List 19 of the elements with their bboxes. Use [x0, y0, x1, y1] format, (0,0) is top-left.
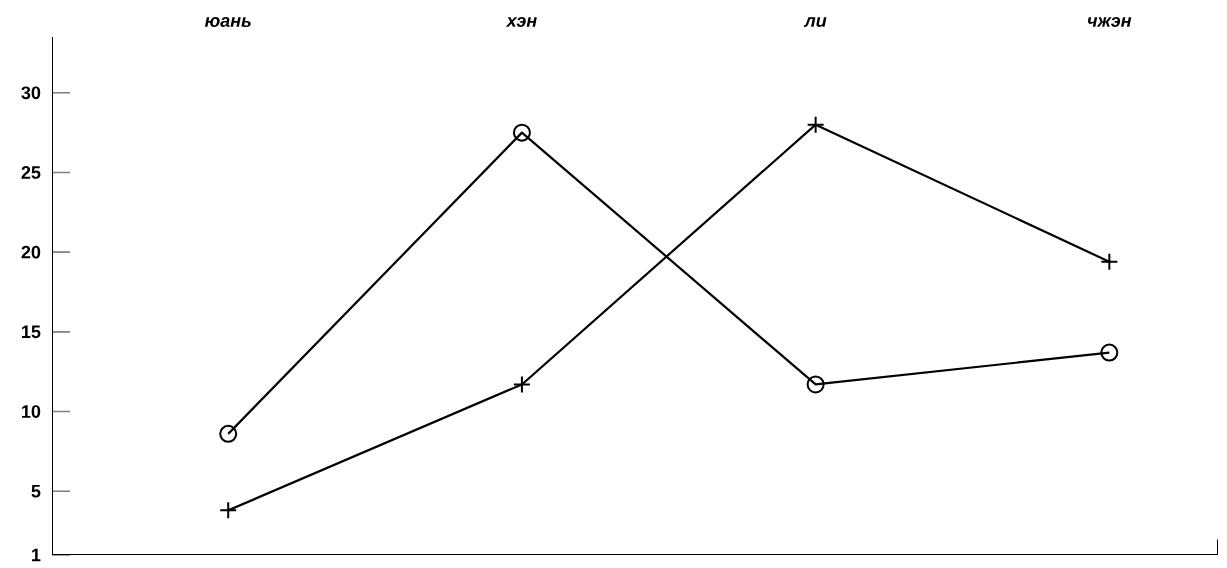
- x-tick-label: хэн: [505, 17, 537, 28]
- point: [806, 115, 825, 134]
- y-tick-label: 20: [21, 245, 41, 259]
- y-tick-label: 30: [21, 86, 41, 100]
- point: [512, 375, 531, 394]
- x-tick-label: юань: [204, 17, 251, 28]
- point: [219, 501, 238, 520]
- point: [1100, 343, 1119, 362]
- point: [512, 123, 531, 142]
- y-tick-label: 10: [22, 405, 41, 418]
- point: [219, 424, 238, 443]
- y-tick-label: 15: [22, 325, 41, 339]
- point: [806, 375, 825, 394]
- y-tick-label: 25: [21, 166, 41, 179]
- y-tick-label: 1: [32, 548, 41, 562]
- y-tick-label: 5: [31, 485, 41, 498]
- x-tick-label: ли: [803, 17, 827, 28]
- x-tick-label: чжэн: [1088, 17, 1132, 28]
- point: [1100, 252, 1119, 271]
